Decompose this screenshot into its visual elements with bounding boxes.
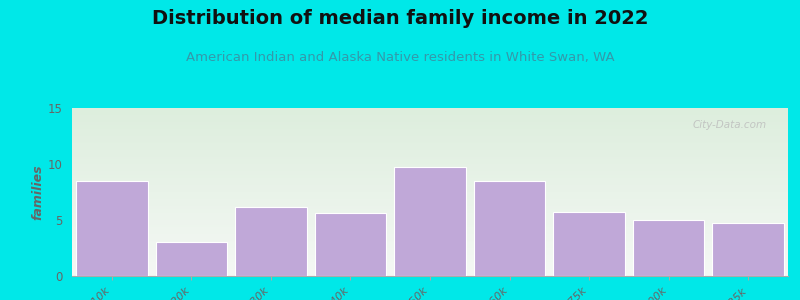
Text: Distribution of median family income in 2022: Distribution of median family income in …	[152, 9, 648, 28]
Bar	[314, 213, 386, 276]
Bar	[155, 242, 227, 276]
Text: American Indian and Alaska Native residents in White Swan, WA: American Indian and Alaska Native reside…	[186, 51, 614, 64]
Bar	[554, 212, 625, 276]
Y-axis label: families: families	[32, 164, 45, 220]
Bar	[235, 207, 306, 276]
Bar	[76, 181, 147, 276]
Bar	[633, 220, 705, 276]
Bar	[394, 167, 466, 276]
Bar	[474, 181, 546, 276]
Text: City-Data.com: City-Data.com	[692, 120, 766, 130]
Bar	[713, 224, 784, 276]
